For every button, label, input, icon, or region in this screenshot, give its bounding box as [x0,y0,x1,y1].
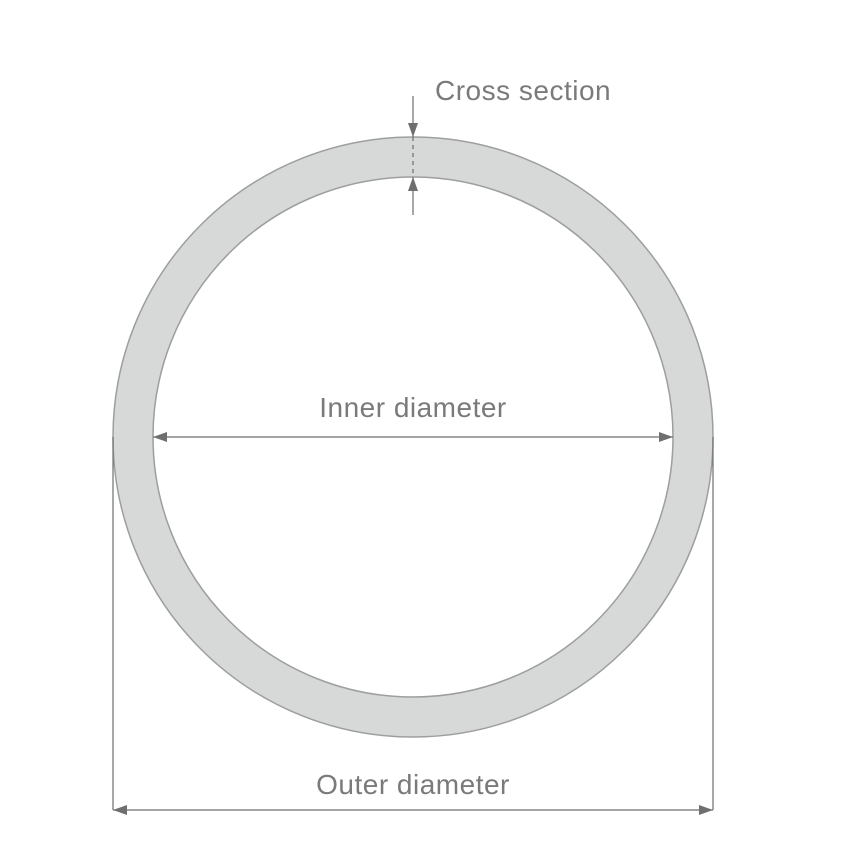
cross-section-label: Cross section [435,75,611,106]
inner-diameter-label: Inner diameter [319,392,507,423]
ring-dimension-diagram: Cross section Inner diameter Outer diamete… [0,0,850,850]
outer-diameter-label: Outer diameter [316,769,510,800]
